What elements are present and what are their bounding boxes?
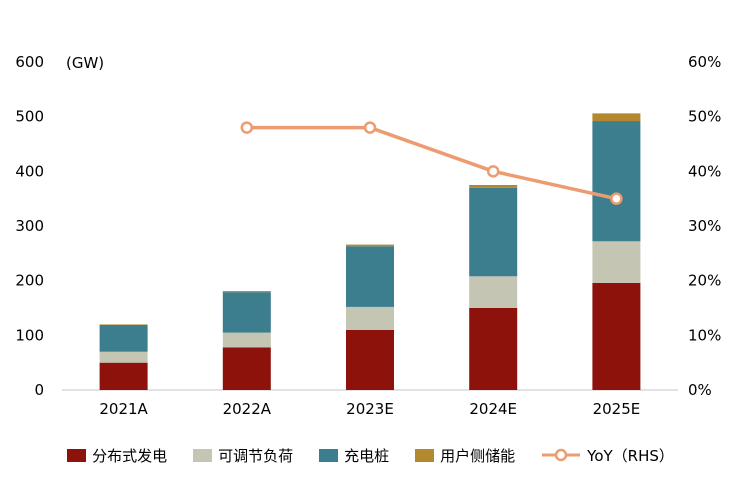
bar-segment-c1-s1 [222, 332, 271, 348]
x-axis-category-label: 2025E [593, 400, 641, 418]
x-axis-category-label: 2024E [469, 400, 517, 418]
right-axis-tick-label: 60% [688, 53, 721, 71]
legend-item-series-1: 可调节负荷 [193, 445, 293, 466]
bar-segment-c4-s0 [592, 282, 641, 390]
right-axis-tick-label: 0% [688, 381, 712, 399]
yoy-line-marker [240, 121, 254, 134]
bar-segment-c0-s1 [99, 351, 148, 363]
legend-label: 分布式发电 [92, 446, 168, 465]
left-axis-tick-label: 100 [15, 326, 44, 344]
legend-label-yoy: YoY（RHS） [587, 446, 674, 465]
yoy-line [245, 125, 619, 201]
bar-segment-c3-s3 [469, 185, 518, 188]
bar-segment-c3-s0 [469, 308, 518, 390]
yoy-legend-icon [542, 448, 581, 462]
legend-item-series-3: 用户侧储能 [415, 445, 515, 466]
stacked-bar-yoy-chart: (GW) 0 100 200 300 400 500 600 0% 10% 20% 30% 40% 50… [15, 53, 721, 418]
legend-swatch [67, 448, 87, 462]
x-axis-category-label: 2021A [99, 400, 148, 418]
right-axis-tick-label: 20% [688, 272, 721, 290]
bar-segment-c3-s1 [469, 276, 518, 308]
bar-segment-c1-s2 [222, 292, 271, 333]
chart-legend: 分布式发电 可调节负荷 充电桩 用户侧储能 YoY（RHS） [0, 440, 741, 470]
bar-segment-c1-s3 [222, 291, 271, 293]
bar-segment-c0-s3 [99, 324, 148, 325]
right-axis-tick-label: 40% [688, 162, 721, 180]
bar-segment-c4-s1 [592, 241, 641, 283]
bar-segment-c4-s3 [592, 113, 641, 122]
bar-segment-c1-s0 [222, 347, 271, 390]
bar-segment-c2-s1 [346, 306, 394, 330]
left-axis-tick-label: 200 [15, 272, 44, 290]
bar-segment-c0-s0 [99, 362, 148, 390]
bar-segment-c3-s2 [469, 187, 518, 277]
right-axis-tick-label: 10% [688, 326, 721, 344]
bar-segment-c2-s2 [346, 246, 394, 307]
yoy-line-marker [363, 121, 377, 134]
left-axis-tick-label: 400 [15, 162, 44, 180]
legend-item-series-2: 充电桩 [319, 445, 389, 466]
legend-swatch [319, 448, 339, 462]
legend-item-yoy: YoY（RHS） [541, 445, 674, 466]
right-axis-tick-label: 30% [688, 217, 721, 235]
bar-segment-c2-s0 [346, 329, 394, 390]
legend-label: 可调节负荷 [218, 446, 294, 465]
x-axis-category-label: 2023E [346, 400, 394, 418]
left-axis-tick-label: 600 [15, 53, 44, 71]
left-axis-tick-label: 500 [15, 108, 44, 126]
right-axis-tick-label: 50% [688, 108, 721, 126]
yoy-line-marker [610, 192, 623, 205]
legend-label: 用户侧储能 [440, 446, 516, 465]
left-axis-tick-label: 300 [15, 217, 44, 235]
yoy-line-marker [486, 165, 500, 178]
bar-segment-c0-s2 [99, 324, 148, 352]
x-axis-category-label: 2022A [223, 400, 272, 418]
left-axis-tick-label: 0 [34, 381, 44, 399]
legend-swatch [415, 448, 435, 462]
legend-label: 充电桩 [344, 446, 390, 465]
left-axis-unit-label: (GW) [66, 54, 104, 72]
bar-segment-c4-s2 [592, 121, 641, 242]
legend-swatch [193, 448, 213, 462]
legend-item-series-0: 分布式发电 [67, 445, 167, 466]
bar-segment-c2-s3 [346, 244, 394, 247]
